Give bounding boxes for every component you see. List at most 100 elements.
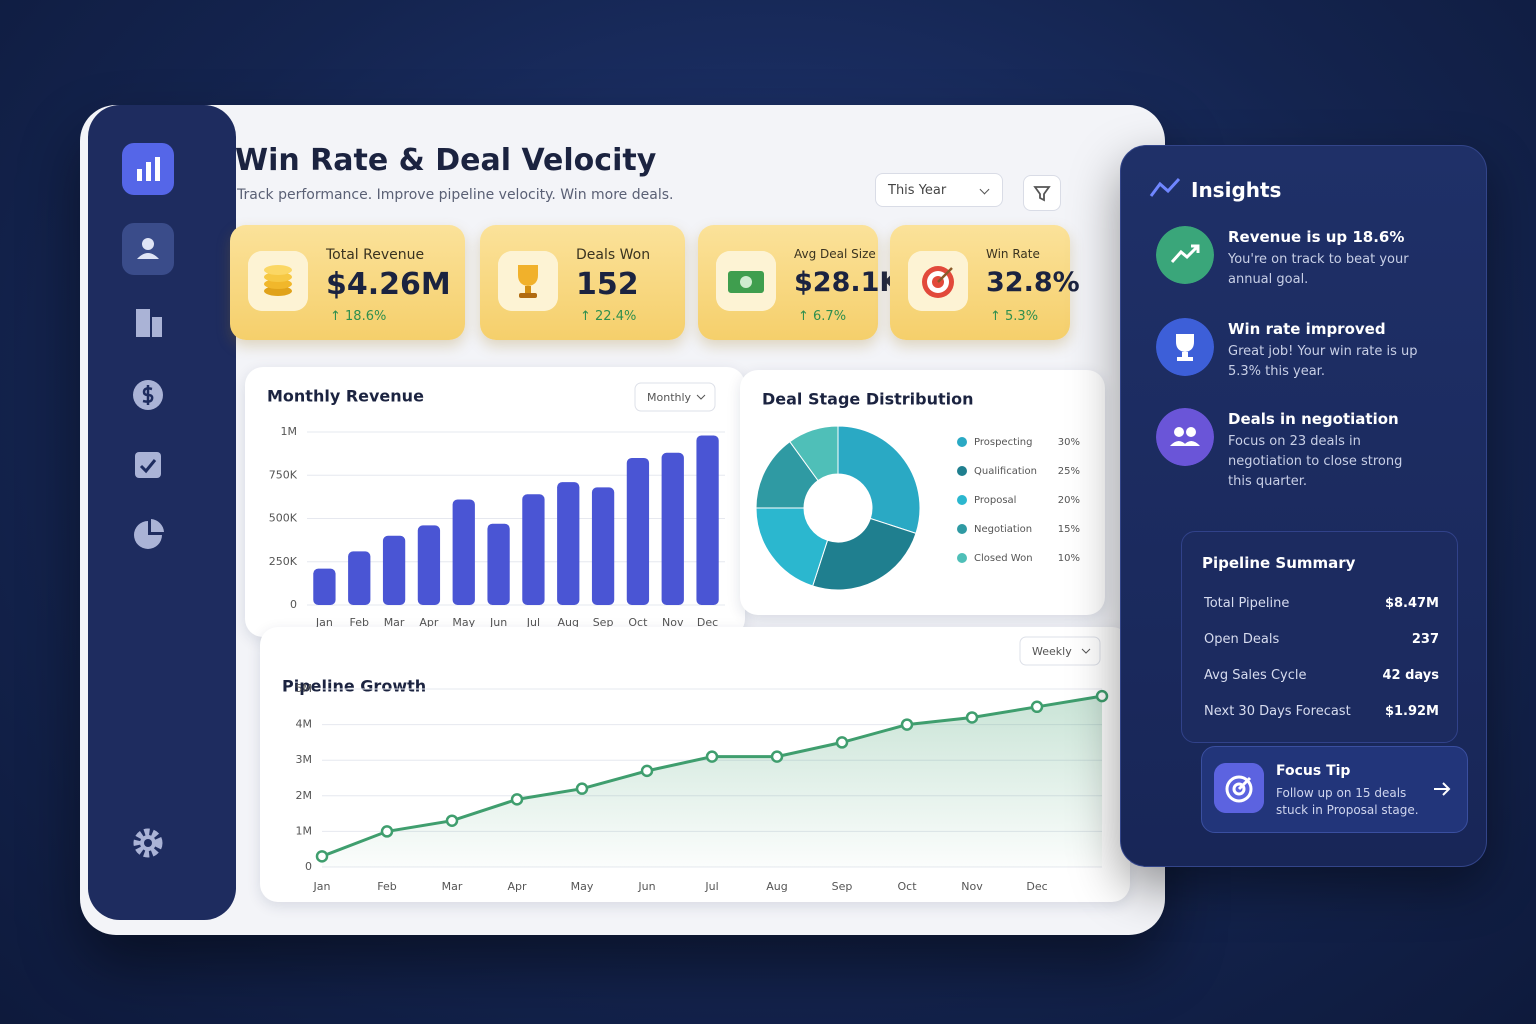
page-subtitle: Track performance. Improve pipeline velo… [237, 187, 674, 203]
x-tick-label: Jan [315, 616, 333, 629]
point [315, 850, 329, 863]
y-tick-label: 5M [296, 682, 313, 695]
nav-tasks[interactable] [122, 439, 174, 491]
focus-tip[interactable]: Focus Tip Follow up on 15 deals stuck in… [1201, 746, 1468, 833]
y-tick-label: 500K [269, 512, 298, 525]
tip-title: Focus Tip [1276, 763, 1351, 779]
area [322, 696, 1102, 867]
point [900, 718, 914, 731]
kpi-card: Win Rate 32.8% 5.3% [890, 225, 1080, 340]
pie-slice [755, 507, 829, 587]
legend-label: Negotiation [974, 524, 1032, 535]
kpi-card: Deals Won 152 22.4% [480, 225, 685, 340]
bar [661, 452, 684, 605]
x-tick-label: Sep [593, 616, 614, 629]
insight: Revenue is up 18.6% You're on track to b… [1156, 226, 1466, 316]
kpi-card: Total Revenue $4.26M 18.6% [230, 225, 465, 340]
x-tick-label: Mar [384, 616, 405, 629]
x-tick-label: Feb [350, 616, 369, 629]
y-tick-label: 0 [290, 598, 297, 611]
sidebar [88, 105, 236, 920]
summary-label: Next 30 Days Forecast [1204, 704, 1351, 719]
tip-text: Follow up on 15 deals stuck in Proposal … [1276, 786, 1419, 817]
x-tick-label: Sep [832, 880, 853, 893]
kpi-value: 32.8% [986, 267, 1080, 298]
legend-swatch [957, 524, 967, 534]
summary-row: Avg Sales Cycle 42 days [1204, 668, 1439, 683]
x-tick-label: Aug [766, 880, 787, 893]
legend-swatch [957, 495, 967, 505]
period-select[interactable]: This Year [875, 173, 1003, 207]
page-title: Win Rate & Deal Velocity [235, 143, 657, 178]
bar-chart-card: Monthly Revenue Monthly 0 250K 500K 750K 1M Jan… [245, 367, 745, 637]
kpi-label: Avg Deal Size [794, 247, 876, 261]
tip-arrow [1434, 782, 1451, 796]
x-tick-label: Dec [697, 616, 718, 629]
kpi-label: Win Rate [986, 247, 1040, 261]
point [835, 736, 849, 749]
bar [626, 457, 650, 605]
x-tick-label: Dec [1026, 880, 1047, 893]
kpi-label: Total Revenue [326, 247, 425, 263]
insight-title: Deals in negotiation [1228, 410, 1399, 428]
chart-control [1019, 636, 1101, 666]
x-tick-label: Feb [377, 880, 396, 893]
point [1030, 700, 1044, 714]
filter-button[interactable] [1023, 175, 1061, 211]
x-tick-label: Oct [897, 880, 917, 893]
summary-row: Total Pipeline $8.47M [1204, 596, 1439, 611]
bar [382, 535, 406, 605]
nav-revenue[interactable] [122, 369, 174, 421]
legend-value: 20% [1058, 495, 1080, 506]
bar [522, 494, 545, 605]
bar [591, 487, 615, 605]
insight-text: Great job! Your win rate is up 5.3% this… [1228, 344, 1418, 379]
legend-label: Prospecting [974, 437, 1032, 448]
legend-swatch [957, 553, 967, 563]
kpi-label: Deals Won [576, 247, 651, 263]
chevron [1081, 648, 1091, 654]
bar [452, 499, 475, 605]
summary-value: 42 days [1382, 668, 1439, 683]
bar [348, 551, 371, 605]
legend-value: 25% [1058, 466, 1080, 477]
kpi-card: Avg Deal Size $28.1K 6.7% [698, 225, 900, 340]
pie-slice [837, 425, 921, 534]
bar [487, 523, 510, 605]
insights-icon [1149, 177, 1181, 197]
point [575, 782, 589, 795]
x-tick-label: Nov [662, 616, 684, 629]
legend-value: 30% [1058, 437, 1080, 448]
chart-control [634, 382, 716, 412]
nav-companies[interactable] [122, 297, 174, 349]
kpi-value: $4.26M [326, 267, 451, 302]
nav-analytics[interactable] [122, 143, 174, 195]
legend-value: 15% [1058, 524, 1080, 535]
insight-icon [1156, 408, 1214, 466]
line-chart: Pipeline Growth Weekly 0 1M 2M 3M 4M 5M Jan Feb Ma… [282, 636, 1109, 893]
line-chart-card: Pipeline Growth Weekly 0 1M 2M 3M 4M 5M Jan Feb Ma… [260, 627, 1130, 902]
kpi-change: 5.3% [990, 309, 1038, 324]
pie-slice [812, 517, 917, 591]
pipeline-summary: Pipeline Summary Total Pipeline $8.47M Op… [1181, 531, 1458, 743]
y-tick-label: 1M [296, 824, 313, 837]
insight: Deals in negotiation Focus on 23 deals i… [1156, 408, 1466, 498]
x-tick-label: Jun [489, 616, 507, 629]
bar [557, 482, 580, 605]
insight-icon [1156, 226, 1214, 284]
y-tick-label: 250K [269, 555, 298, 568]
x-tick-label: Jul [704, 880, 718, 893]
insights-title: Insights [1191, 178, 1282, 202]
legend-swatch [957, 437, 967, 447]
point [770, 750, 784, 763]
nav-reports[interactable] [122, 509, 174, 561]
chart-control-label: Monthly [647, 391, 692, 404]
legend-value: 10% [1058, 553, 1080, 564]
y-tick-label: 750K [269, 468, 298, 481]
x-tick-label: May [571, 880, 594, 893]
bar-chart: Monthly Revenue Monthly 0 250K 500K 750K 1M Jan… [267, 382, 725, 629]
bar [696, 435, 719, 605]
nav-settings[interactable] [122, 817, 174, 869]
nav-users[interactable] [122, 223, 174, 275]
